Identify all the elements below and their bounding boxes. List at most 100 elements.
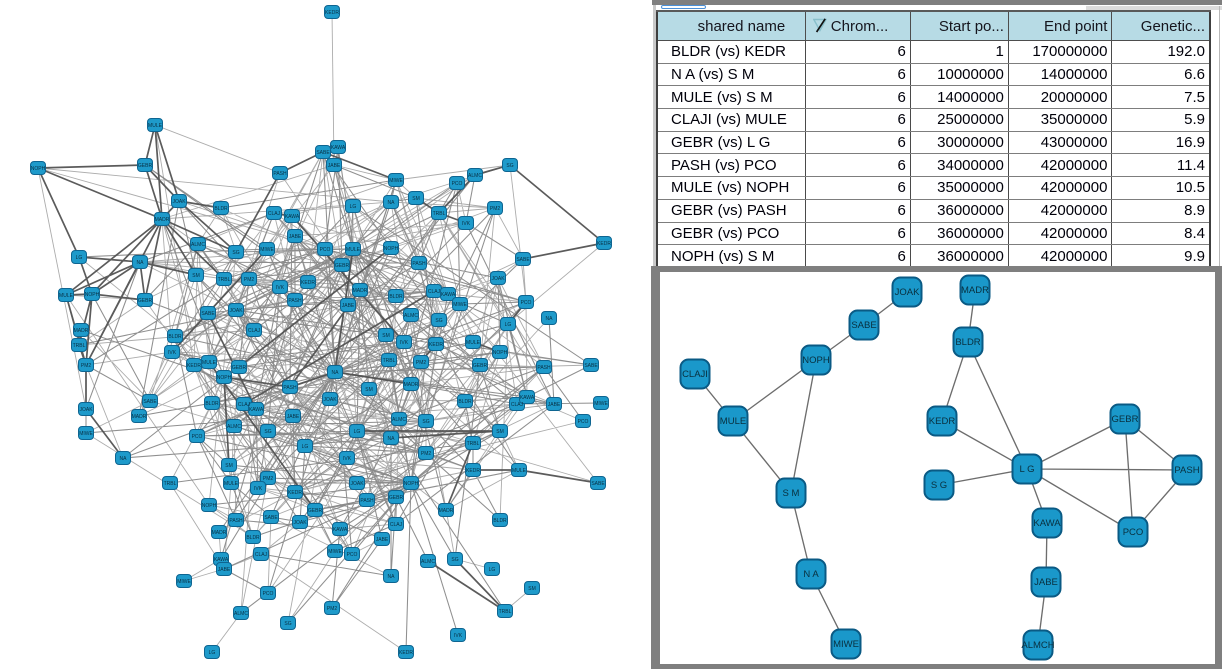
svg-text:BLDR: BLDR — [205, 401, 219, 407]
svg-text:SABE: SABE — [591, 481, 605, 487]
svg-text:SABE: SABE — [264, 515, 278, 521]
svg-text:JABE: JABE — [548, 402, 561, 408]
svg-text:CLAJ: CLAJ — [268, 211, 281, 217]
svg-text:NA: NA — [388, 436, 396, 442]
svg-text:MULE: MULE — [346, 247, 361, 253]
svg-text:JOAK: JOAK — [350, 481, 364, 487]
svg-text:GEBR: GEBR — [138, 298, 153, 304]
svg-text:JABE: JABE — [287, 414, 300, 420]
svg-text:IVK: IVK — [276, 285, 285, 291]
svg-text:ALMC: ALMC — [421, 559, 435, 565]
svg-text:LG: LG — [302, 444, 309, 450]
svg-text:NA: NA — [332, 370, 340, 376]
svg-text:JABE: JABE — [328, 163, 341, 169]
svg-text:GEBR: GEBR — [1112, 414, 1139, 425]
svg-text:KAWA: KAWA — [441, 292, 456, 298]
svg-text:MULE: MULE — [59, 293, 74, 299]
svg-text:NA: NA — [388, 200, 396, 206]
svg-text:SG: SG — [506, 163, 513, 169]
svg-text:CLAJ: CLAJ — [511, 402, 524, 408]
svg-text:SABE: SABE — [516, 257, 530, 263]
svg-text:MADR: MADR — [212, 530, 227, 536]
svg-text:SABE: SABE — [201, 311, 215, 317]
svg-text:SG: SG — [422, 419, 429, 425]
svg-text:LG: LG — [209, 650, 216, 656]
svg-text:SABE: SABE — [851, 320, 876, 331]
svg-text:MADR: MADR — [961, 285, 989, 296]
svg-text:GEBR: GEBR — [389, 495, 404, 501]
svg-text:GEBR: GEBR — [308, 508, 323, 514]
svg-text:ALMC: ALMC — [227, 424, 241, 430]
svg-text:IVK: IVK — [168, 350, 177, 356]
svg-text:JOAK: JOAK — [323, 397, 337, 403]
svg-text:N A: N A — [803, 569, 819, 580]
svg-text:JOAK: JOAK — [293, 520, 307, 526]
svg-text:TRBL: TRBL — [499, 609, 512, 615]
svg-text:KAWA: KAWA — [520, 395, 535, 401]
svg-text:L G: L G — [1020, 464, 1035, 475]
svg-text:PM2: PM2 — [421, 451, 432, 457]
svg-text:BLDR: BLDR — [955, 337, 980, 348]
svg-text:SG: SG — [284, 621, 291, 627]
svg-text:KAWA: KAWA — [285, 214, 300, 220]
svg-text:MIWE: MIWE — [594, 401, 608, 407]
svg-text:PASH: PASH — [412, 261, 426, 267]
svg-text:MIWE: MIWE — [79, 431, 93, 437]
svg-text:LG: LG — [76, 255, 83, 261]
svg-text:JOAK: JOAK — [229, 308, 243, 314]
svg-text:NA: NA — [120, 456, 128, 462]
svg-text:PASH: PASH — [288, 298, 302, 304]
svg-text:JOAK: JOAK — [79, 407, 93, 413]
svg-text:S M: S M — [783, 488, 800, 499]
svg-text:TRBL: TRBL — [467, 441, 480, 447]
svg-text:PCO: PCO — [452, 181, 463, 187]
svg-text:KEDR: KEDR — [429, 342, 443, 348]
svg-text:MADR: MADR — [353, 288, 368, 294]
svg-text:SM: SM — [365, 387, 373, 393]
svg-text:JABE: JABE — [218, 567, 231, 573]
svg-text:PM2: PM2 — [244, 277, 255, 283]
svg-text:ALMC: ALMC — [191, 242, 205, 248]
svg-text:BLDR: BLDR — [246, 535, 260, 541]
svg-text:KEDR: KEDR — [187, 363, 201, 369]
svg-text:GEBR: GEBR — [232, 365, 247, 371]
svg-text:PASH: PASH — [273, 171, 287, 177]
svg-text:PM2: PM2 — [81, 363, 92, 369]
svg-text:IVK: IVK — [454, 633, 463, 639]
svg-text:BLDR: BLDR — [168, 334, 182, 340]
svg-text:JABE: JABE — [289, 234, 302, 240]
svg-text:KAWA: KAWA — [333, 527, 348, 533]
svg-text:MULE: MULE — [720, 416, 746, 427]
svg-text:MULE: MULE — [148, 123, 163, 129]
svg-text:SABE: SABE — [584, 363, 598, 369]
svg-text:MADR: MADR — [74, 328, 89, 334]
svg-text:NOPH: NOPH — [404, 481, 419, 487]
svg-text:PASH: PASH — [360, 498, 374, 504]
svg-text:GEBR: GEBR — [335, 263, 350, 269]
svg-text:SM: SM — [225, 463, 233, 469]
svg-text:CLAJ: CLAJ — [255, 552, 268, 558]
svg-text:ALMC: ALMC — [234, 611, 248, 617]
svg-text:TRBL: TRBL — [73, 343, 86, 349]
svg-text:NOPH: NOPH — [493, 350, 508, 356]
svg-text:NOPH: NOPH — [31, 166, 46, 172]
svg-text:KAWA: KAWA — [214, 557, 229, 563]
svg-text:PM2: PM2 — [416, 360, 427, 366]
svg-text:IVK: IVK — [343, 456, 352, 462]
svg-text:NA: NA — [388, 574, 396, 580]
svg-text:MIWE: MIWE — [177, 579, 191, 585]
svg-text:LG: LG — [505, 322, 512, 328]
svg-text:BLDR: BLDR — [389, 294, 403, 300]
svg-text:NA: NA — [137, 260, 145, 266]
svg-text:PASH: PASH — [283, 385, 297, 391]
svg-text:PM2: PM2 — [263, 476, 274, 482]
svg-text:KAWA: KAWA — [1033, 518, 1061, 529]
svg-text:SM: SM — [382, 333, 390, 339]
svg-text:TRBL: TRBL — [383, 358, 396, 364]
svg-text:IVK: IVK — [400, 340, 409, 346]
svg-text:MIWE: MIWE — [328, 549, 342, 555]
svg-text:SM: SM — [528, 586, 536, 592]
svg-text:JOAK: JOAK — [895, 287, 920, 298]
svg-text:TRBL: TRBL — [218, 277, 231, 283]
svg-text:GEBR: GEBR — [473, 363, 488, 369]
